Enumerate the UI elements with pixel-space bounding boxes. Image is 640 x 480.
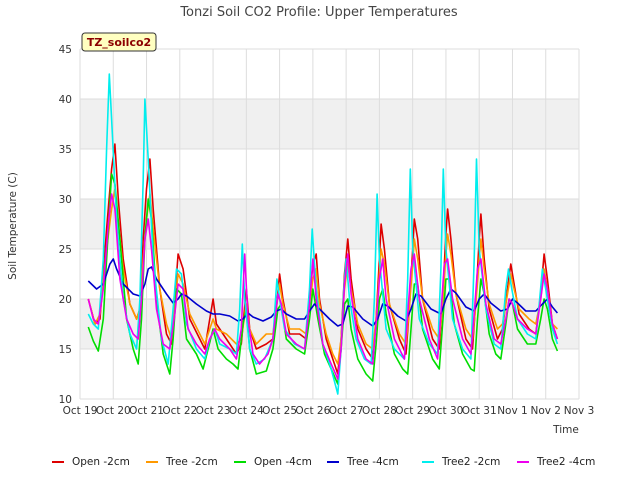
y-axis-label: Soil Temperature (C) [7,172,19,280]
y-tick-label: 40 [59,94,72,106]
x-tick-label: Oct 25 [262,405,297,417]
legend-label: Tree -2cm [165,456,218,468]
series-line-1 [87,143,559,375]
legend-label: Open -4cm [254,456,312,468]
y-tick-label: 15 [59,344,72,356]
x-axis-label: Time [552,424,579,436]
site-badge-box [81,32,157,52]
legend-label: Tree -4cm [346,456,399,468]
series-line-2 [87,188,558,365]
y-tick-labels: 10 15 20 25 30 35 40 45 [59,44,72,406]
y-tick-label: 30 [59,194,72,206]
series-layer [87,73,559,395]
x-tick-label: Oct 26 [295,405,330,417]
x-tick-label: Oct 19 [63,405,98,417]
x-tick-label: Oct 23 [196,405,231,417]
x-tick-label: Nov 3 [564,405,595,417]
x-tick-label: Oct 28 [362,405,397,417]
x-tick-label: Oct 31 [462,405,497,417]
x-tick-label: Oct 20 [96,405,131,417]
site-badge: TZ_soilco2 [81,32,157,52]
x-tick-label: Nov 1 [497,405,528,417]
y-tick-label: 35 [59,144,72,156]
series-line-6 [87,193,559,380]
x-tick-label: Oct 22 [162,405,197,417]
legend-label: Tree2 -4cm [536,456,595,468]
y-tick-label: 20 [59,294,72,306]
y-tick-label: 10 [59,394,72,406]
legend: Open -2cm Tree -2cm Open -4cm Tree -4cm Tree… [52,456,595,468]
legend-label: Tree2 -2cm [441,456,500,468]
site-badge-label: TZ_soilco2 [87,36,151,49]
x-tick-label: Oct 30 [429,405,464,417]
plot-band [80,99,579,149]
chart-title: Tonzi Soil CO2 Profile: Upper Temperatur… [179,5,458,20]
x-tick-label: Oct 24 [229,405,264,417]
x-tick-label: Oct 27 [329,405,364,417]
legend-label: Open -2cm [72,456,130,468]
y-tick-label: 45 [59,44,72,56]
plot-band [80,199,579,249]
x-tick-label: Oct 29 [395,405,430,417]
x-tick-label: Nov 2 [530,405,561,417]
y-tick-label: 25 [59,244,72,256]
x-tick-label: Oct 21 [129,405,164,417]
